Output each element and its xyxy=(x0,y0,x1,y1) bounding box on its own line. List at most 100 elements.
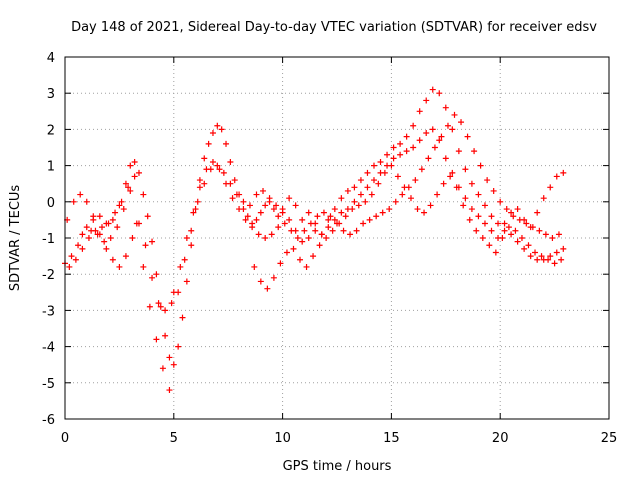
data-point xyxy=(532,249,539,256)
data-point xyxy=(314,213,321,220)
data-point xyxy=(255,231,262,238)
data-point xyxy=(381,169,388,176)
data-point xyxy=(305,235,312,241)
data-point xyxy=(368,191,375,198)
data-point xyxy=(162,307,169,314)
data-point xyxy=(216,166,223,173)
data-point xyxy=(281,220,288,227)
data-point xyxy=(270,206,277,213)
data-point xyxy=(390,144,397,151)
data-point xyxy=(353,227,360,234)
data-point xyxy=(140,263,147,270)
data-point xyxy=(442,104,449,111)
data-point xyxy=(327,213,334,220)
data-point xyxy=(460,202,467,209)
data-point xyxy=(447,173,454,180)
data-point xyxy=(510,213,517,220)
data-point xyxy=(355,202,362,209)
data-point xyxy=(484,177,491,184)
data-point xyxy=(262,235,269,241)
data-point xyxy=(153,271,160,278)
data-point xyxy=(277,260,284,267)
data-point xyxy=(223,180,230,187)
data-point xyxy=(471,148,478,155)
y-tick-label: 2 xyxy=(47,123,55,138)
data-point xyxy=(501,227,508,234)
data-point xyxy=(351,184,358,191)
series-track-c xyxy=(88,162,565,394)
data-point xyxy=(386,206,393,213)
data-point xyxy=(299,238,306,245)
data-point xyxy=(218,126,225,133)
data-point xyxy=(370,177,377,184)
data-point xyxy=(418,166,425,173)
y-tick-label: 1 xyxy=(47,160,55,175)
data-point xyxy=(514,238,521,245)
data-point xyxy=(112,209,119,216)
data-point xyxy=(423,97,430,104)
data-point xyxy=(318,231,325,238)
data-point xyxy=(196,184,203,191)
data-point xyxy=(444,122,451,129)
data-point xyxy=(560,245,567,252)
y-axis-label: SDTVAR / TECUs xyxy=(8,185,23,292)
data-point xyxy=(427,202,434,209)
data-point xyxy=(338,195,345,202)
data-point xyxy=(436,137,443,144)
data-point xyxy=(231,177,238,184)
data-point xyxy=(135,169,142,176)
data-point xyxy=(266,195,273,202)
data-point xyxy=(347,231,354,238)
data-point xyxy=(344,187,351,194)
data-point xyxy=(338,209,345,216)
data-point xyxy=(131,158,138,165)
data-point xyxy=(249,224,256,231)
data-point xyxy=(481,202,488,209)
data-point xyxy=(72,256,79,263)
data-point xyxy=(384,151,391,158)
data-point xyxy=(370,162,377,169)
data-point xyxy=(536,227,543,234)
data-point xyxy=(414,206,421,213)
data-point xyxy=(201,155,208,162)
data-point xyxy=(553,173,560,180)
data-point xyxy=(251,263,258,270)
data-point xyxy=(299,216,306,223)
data-point xyxy=(490,187,497,194)
data-point xyxy=(201,180,208,187)
data-point xyxy=(149,274,156,281)
x-tick-label: 25 xyxy=(601,431,618,446)
data-point xyxy=(431,144,438,151)
data-point xyxy=(149,238,156,245)
data-point xyxy=(538,253,545,260)
y-tick-label: 0 xyxy=(47,196,55,211)
data-point xyxy=(540,195,547,202)
x-tick-label: 10 xyxy=(274,431,291,446)
data-point xyxy=(410,122,417,129)
data-point xyxy=(505,224,512,231)
data-point xyxy=(288,227,295,234)
data-point xyxy=(92,227,99,234)
data-point xyxy=(560,169,567,176)
data-point xyxy=(514,206,521,213)
data-point xyxy=(286,216,293,223)
axis-ticks xyxy=(64,56,610,420)
data-point xyxy=(475,191,482,198)
data-point xyxy=(397,151,404,158)
series-track-a xyxy=(62,86,567,368)
data-point xyxy=(405,184,412,191)
data-point xyxy=(170,289,177,296)
data-point xyxy=(434,191,441,198)
data-point xyxy=(366,216,373,223)
data-point xyxy=(98,224,105,231)
data-point xyxy=(70,198,77,205)
data-point xyxy=(303,263,310,270)
data-point xyxy=(125,184,132,191)
data-point xyxy=(325,224,332,231)
data-point xyxy=(142,242,149,249)
data-point xyxy=(120,206,127,213)
series-track-d xyxy=(66,111,562,296)
data-point xyxy=(257,209,264,216)
data-point xyxy=(181,256,188,263)
